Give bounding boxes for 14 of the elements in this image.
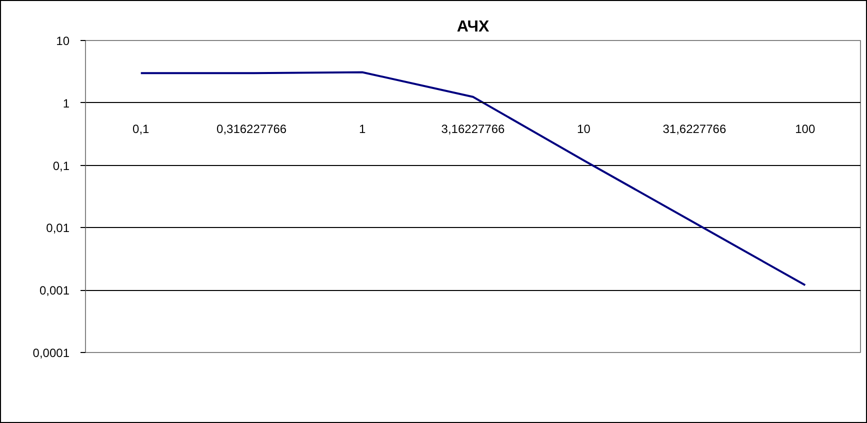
y-tick-label: 0,0001	[32, 346, 70, 360]
chart-title: АЧХ	[456, 18, 490, 36]
y-tick-label: 10	[56, 34, 70, 48]
y-tick-label: 0,01	[46, 221, 70, 236]
y-tick-label: 0,1	[52, 158, 70, 173]
x-tick-label: 3,16227766	[441, 122, 506, 136]
y-tick-label: 1	[62, 96, 70, 110]
x-tick-label: 31,6227766	[662, 122, 726, 136]
x-tick-label: 0,1	[132, 122, 150, 136]
x-tick-label: 1	[358, 122, 366, 136]
y-tick-label: 0,001	[39, 284, 70, 298]
x-tick-label: 100	[795, 122, 816, 136]
x-tick-label: 0,316227766	[216, 122, 287, 136]
x-tick-label: 10	[577, 122, 591, 136]
